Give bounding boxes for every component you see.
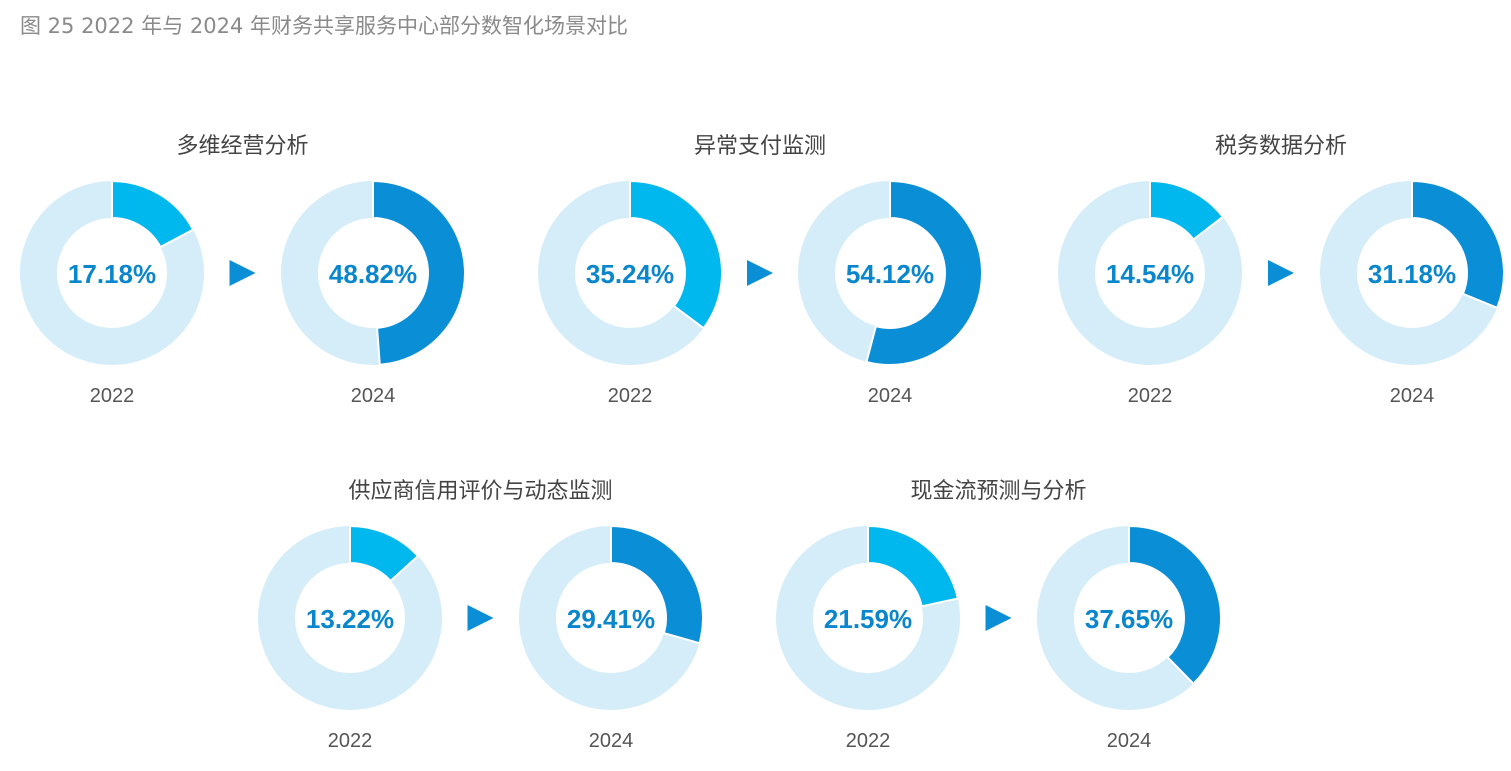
year-label: 2022 [90, 385, 135, 407]
year-label: 2024 [868, 385, 913, 407]
arrow-right-icon [747, 260, 773, 286]
arrow-right-icon [229, 260, 256, 286]
donut-segment-2022 [349, 524, 420, 583]
percent-label: 29.41% [567, 604, 655, 634]
year-label: 2022 [1128, 385, 1173, 407]
percent-label: 48.82% [329, 259, 417, 289]
percent-label: 31.18% [1368, 259, 1456, 289]
year-label: 2024 [1390, 385, 1435, 407]
donut-segment-2022 [629, 179, 723, 330]
percent-label: 54.12% [846, 259, 934, 289]
arrow-right-icon [985, 605, 1012, 631]
arrow-right-icon [467, 605, 494, 631]
donut-segment-2022 [111, 179, 195, 249]
percent-label: 37.65% [1085, 604, 1173, 634]
donut-segment-2022 [1149, 179, 1225, 241]
year-label: 2022 [846, 730, 891, 752]
year-label: 2024 [589, 730, 634, 752]
donut-segment-2022 [867, 524, 960, 608]
year-label: 2022 [328, 730, 373, 752]
donut-segment-2024 [1411, 179, 1505, 310]
percent-label: 13.22% [306, 604, 394, 634]
percent-label: 14.54% [1106, 259, 1194, 289]
year-label: 2024 [1107, 730, 1152, 752]
scenario-title: 异常支付监测 [694, 134, 826, 159]
percent-label: 17.18% [68, 259, 156, 289]
arrow-right-icon [1268, 260, 1294, 286]
scenario-title: 供应商信用评价与动态监测 [348, 479, 612, 504]
donut-segment-2024 [610, 524, 704, 645]
figure-title: 图 25 2022 年与 2024 年财务共享服务中心部分数智化场景对比 [20, 14, 628, 38]
year-label: 2022 [608, 385, 653, 407]
donut-segment-2024 [372, 179, 466, 366]
scenario-title: 现金流预测与分析 [910, 479, 1086, 504]
donut-segment-2024 [1128, 524, 1222, 686]
scenario-title: 税务数据分析 [1215, 134, 1347, 159]
donut-segment-2024 [865, 179, 983, 366]
year-label: 2024 [351, 385, 396, 407]
percent-label: 35.24% [586, 259, 674, 289]
scenario-title: 多维经营分析 [176, 134, 308, 159]
percent-label: 21.59% [824, 604, 912, 634]
